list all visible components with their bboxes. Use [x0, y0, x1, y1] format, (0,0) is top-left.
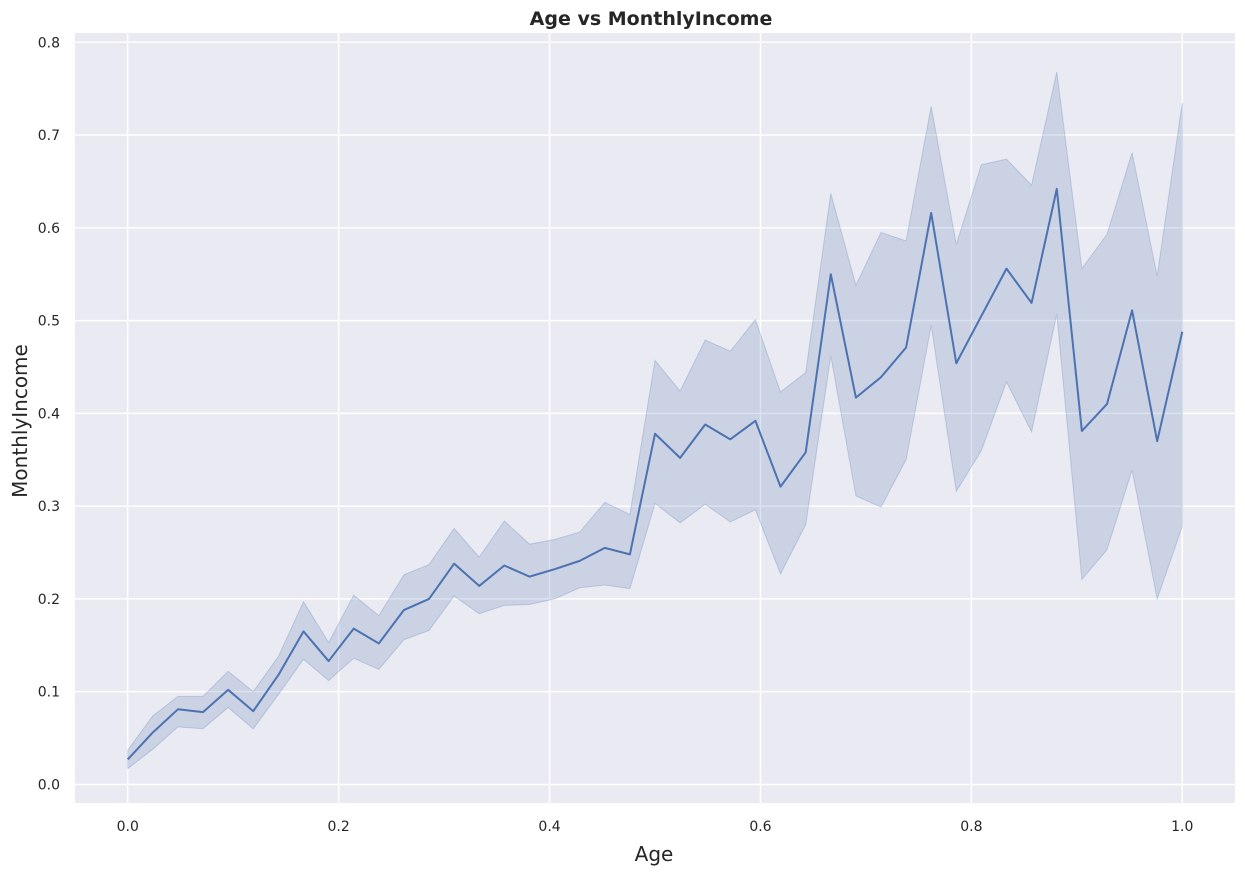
- y-tick-label: 0.3: [38, 499, 60, 515]
- y-tick-label: 0.7: [38, 128, 60, 144]
- series-line-layer: [126, 187, 1184, 761]
- y-tick-labels: 0.0 0.1 0.2 0.3 0.4 0.5 0.6 0.7 0.8: [38, 35, 60, 793]
- x-tick-label: 0.0: [117, 819, 139, 835]
- confidence-band: [127, 71, 1183, 770]
- y-tick-label: 0.0: [38, 777, 60, 793]
- x-tick-label: 0.8: [960, 819, 982, 835]
- y-tick-label: 0.5: [38, 314, 60, 330]
- plot-background: [75, 33, 1235, 803]
- y-axis-label: MonthlyIncome: [8, 344, 32, 498]
- confidence-band-layer: [127, 71, 1183, 770]
- y-tick-label: 0.4: [38, 406, 60, 422]
- x-axis-label: Age: [635, 842, 674, 866]
- y-tick-label: 0.8: [38, 35, 60, 51]
- y-tick-label: 0.2: [38, 592, 60, 608]
- series-line: [126, 187, 1184, 761]
- grid-lines: [75, 33, 1235, 803]
- y-tick-label: 0.1: [38, 685, 60, 701]
- x-tick-label: 0.6: [749, 819, 771, 835]
- chart-title: Age vs MonthlyIncome: [530, 8, 773, 30]
- x-tick-label: 1.0: [1171, 819, 1193, 835]
- x-tick-label: 0.4: [538, 819, 560, 835]
- x-tick-labels: 0.0 0.2 0.4 0.6 0.8 1.0: [117, 819, 1194, 835]
- x-tick-label: 0.2: [328, 819, 350, 835]
- y-tick-label: 0.6: [38, 221, 60, 237]
